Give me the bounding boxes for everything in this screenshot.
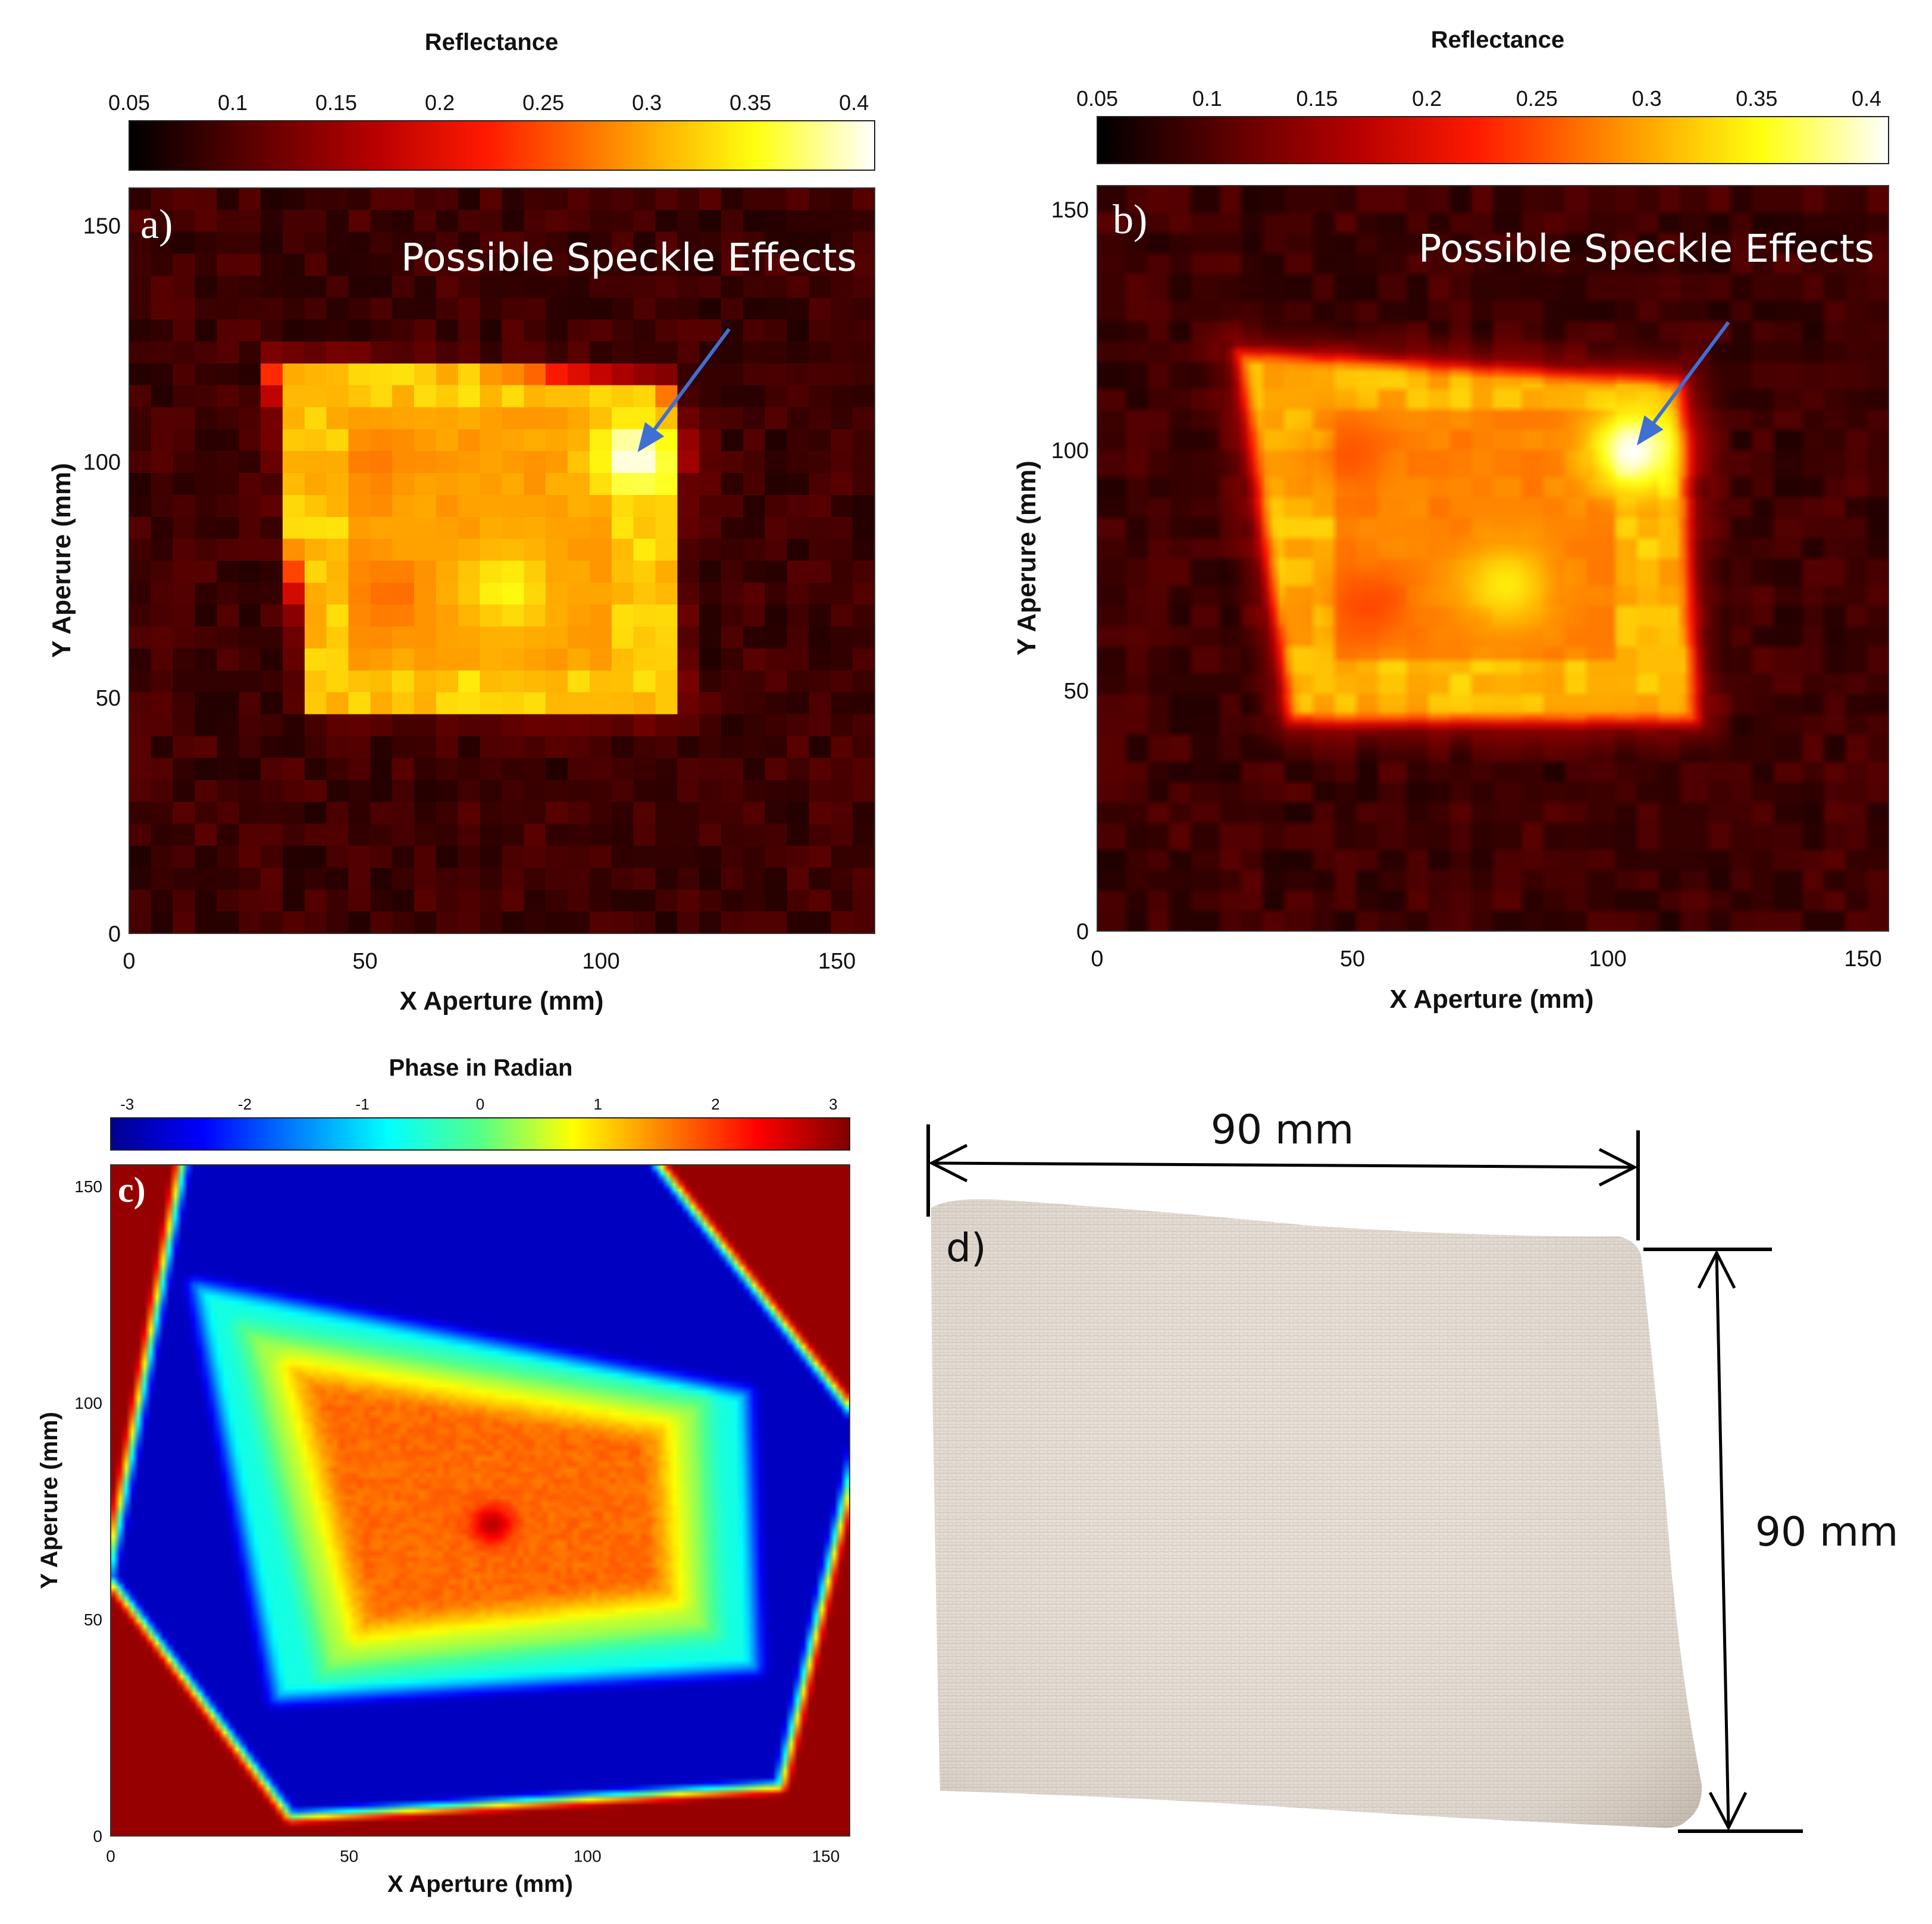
panel-a-colorbar-gradient bbox=[129, 120, 875, 171]
panel-a-ytick-label: 0 bbox=[108, 922, 121, 947]
panel-a-colorbar-tick-label: 0.15 bbox=[315, 90, 357, 115]
panel-b-axis-ticks: 0 50 100 150 0 50 100 150 bbox=[1051, 198, 1882, 972]
height-dimension-marker bbox=[1643, 1248, 1803, 1833]
panel-b-ytick-label: 50 bbox=[1064, 679, 1089, 704]
panel-c-ytick-label: 150 bbox=[74, 1177, 102, 1196]
panel-d: d) 90 mm 90 mm bbox=[926, 1107, 1899, 1833]
panel-c-colorbar-tick-label: -1 bbox=[356, 1095, 370, 1113]
panel-b-xtick-label: 100 bbox=[1589, 947, 1626, 972]
panel-c-colorbar: -3 -2 -1 0 1 2 3 bbox=[110, 1095, 850, 1151]
panel-b-annotation-arrow bbox=[1636, 321, 1730, 446]
panel-a-ytick-label: 150 bbox=[83, 214, 121, 239]
panel-b-ytick-label: 100 bbox=[1051, 438, 1089, 463]
panel-b-colorbar-tick-label: 0.05 bbox=[1076, 86, 1118, 111]
panel-a-ytick-label: 100 bbox=[83, 450, 121, 475]
panel-c-colorbar-tick-label: 0 bbox=[476, 1095, 484, 1113]
panel-b-label: b) bbox=[1113, 197, 1147, 243]
gauze-photo bbox=[931, 1199, 1702, 1828]
panel-b-colorbar-tick-label: 0.1 bbox=[1192, 86, 1222, 111]
panel-c: Phase in Radian -3 -2 -1 0 1 2 3 0 50 100 150 0 50 1… bbox=[36, 1055, 850, 1897]
panel-b: Reflectance 0.05 0.1 0.15 0.2 0.25 0.3 0.35 0.4… bbox=[1012, 27, 1889, 1014]
panel-b-colorbar-tick-label: 0.2 bbox=[1412, 86, 1442, 111]
panel-a-ylabel: Y Aperure (mm) bbox=[47, 463, 76, 658]
panel-c-ytick-label: 0 bbox=[93, 1827, 102, 1845]
panel-a-label: a) bbox=[140, 202, 173, 247]
panel-b-colorbar-ticks: 0.05 0.1 0.15 0.2 0.25 0.3 0.35 0.4 bbox=[1076, 86, 1881, 111]
panel-a-colorbar-tick-label: 0.1 bbox=[218, 90, 248, 115]
panel-a-colorbar: 0.05 0.1 0.15 0.2 0.25 0.3 0.35 0.4 bbox=[108, 90, 875, 171]
panel-c-xtick-label: 150 bbox=[812, 1847, 840, 1865]
panel-a-colorbar-tick-label: 0.2 bbox=[425, 90, 455, 115]
panel-b-ytick-label: 150 bbox=[1051, 198, 1089, 223]
gauze-shading bbox=[931, 1199, 1702, 1828]
panel-a-frame bbox=[129, 187, 875, 934]
panel-b-colorbar-tick-label: 0.25 bbox=[1516, 86, 1558, 111]
panel-a-annotation-arrow bbox=[637, 328, 731, 453]
panel-c-colorbar-title: Phase in Radian bbox=[389, 1055, 573, 1081]
panel-a-heatmap bbox=[129, 188, 875, 933]
panel-a-xtick-label: 0 bbox=[123, 949, 135, 974]
panel-d-label: d) bbox=[946, 1225, 987, 1271]
panel-c-colorbar-tick-label: 1 bbox=[594, 1095, 602, 1113]
panel-c-label: c) bbox=[118, 1170, 146, 1209]
panel-c-ytick-label: 50 bbox=[84, 1610, 102, 1629]
panel-c-ytick-label: 100 bbox=[74, 1394, 102, 1412]
panel-a-xtick-label: 100 bbox=[582, 949, 619, 974]
panel-b-xtick-label: 0 bbox=[1091, 947, 1103, 972]
panel-b-ylabel: Y Aperure (mm) bbox=[1012, 460, 1041, 656]
panel-b-annotation: Possible Speckle Effects bbox=[1419, 227, 1874, 271]
width-dimension-label: 90 mm bbox=[1211, 1107, 1354, 1154]
panel-b-ytick-label: 0 bbox=[1076, 919, 1089, 944]
panel-c-xtick-label: 100 bbox=[574, 1847, 602, 1865]
panel-a-xtick-label: 150 bbox=[818, 949, 856, 974]
panel-b-colorbar: 0.05 0.1 0.15 0.2 0.25 0.3 0.35 0.4 bbox=[1076, 86, 1889, 164]
panel-b-frame bbox=[1097, 185, 1889, 932]
panel-b-heatmap bbox=[1097, 186, 1889, 931]
panel-a: Reflectance 0.05 0.1 0.15 0.2 0.25 0.3 0.35 0.4… bbox=[47, 29, 875, 1016]
panel-a-colorbar-tick-label: 0.3 bbox=[632, 90, 662, 115]
panel-a-colorbar-tick-label: 0.35 bbox=[729, 90, 771, 115]
panel-a-colorbar-tick-label: 0.05 bbox=[108, 90, 150, 115]
panel-c-axis-ticks: 0 50 100 150 0 50 100 150 bbox=[74, 1177, 840, 1865]
panel-a-colorbar-title: Reflectance bbox=[425, 29, 559, 55]
panel-a-xlabel: X Aperture (mm) bbox=[399, 986, 603, 1016]
panel-a-xtick-label: 50 bbox=[352, 949, 377, 974]
panel-a-colorbar-ticks: 0.05 0.1 0.15 0.2 0.25 0.3 0.35 0.4 bbox=[108, 90, 869, 115]
panel-c-ylabel: Y Aperure (mm) bbox=[36, 1412, 62, 1589]
panel-a-axis-ticks: 0 50 100 150 0 50 100 150 bbox=[83, 214, 856, 974]
panel-a-colorbar-tick-label: 0.4 bbox=[839, 90, 869, 115]
panel-b-xtick-label: 50 bbox=[1340, 947, 1365, 972]
panel-c-colorbar-tick-label: -2 bbox=[238, 1095, 252, 1113]
panel-b-colorbar-tick-label: 0.3 bbox=[1632, 86, 1662, 111]
panel-b-xtick-label: 150 bbox=[1844, 947, 1881, 972]
panel-c-xtick-label: 50 bbox=[340, 1847, 358, 1865]
panel-c-heatmap bbox=[111, 1165, 850, 1836]
height-dimension-label: 90 mm bbox=[1755, 1509, 1899, 1556]
panel-c-xtick-label: 0 bbox=[106, 1847, 115, 1865]
panel-c-colorbar-tick-label: 3 bbox=[829, 1095, 837, 1113]
panel-a-ytick-label: 50 bbox=[96, 686, 121, 711]
width-dimension-marker bbox=[926, 1124, 1640, 1240]
panel-c-colorbar-ticks: -3 -2 -1 0 1 2 3 bbox=[120, 1095, 837, 1113]
panel-c-colorbar-gradient bbox=[110, 1117, 850, 1151]
panel-c-frame bbox=[110, 1164, 850, 1837]
panel-c-colorbar-tick-label: 2 bbox=[711, 1095, 719, 1113]
panel-c-xlabel: X Aperture (mm) bbox=[387, 1871, 573, 1897]
panel-a-colorbar-tick-label: 0.25 bbox=[522, 90, 564, 115]
panel-b-colorbar-tick-label: 0.15 bbox=[1296, 86, 1338, 111]
panel-b-colorbar-tick-label: 0.4 bbox=[1852, 86, 1881, 111]
panel-b-xlabel: X Aperture (mm) bbox=[1389, 985, 1593, 1014]
panel-b-colorbar-title: Reflectance bbox=[1431, 27, 1565, 53]
panel-a-annotation: Possible Speckle Effects bbox=[401, 236, 857, 280]
panel-b-colorbar-gradient bbox=[1097, 116, 1889, 164]
panel-c-colorbar-tick-label: -3 bbox=[120, 1095, 134, 1113]
panel-b-colorbar-tick-label: 0.35 bbox=[1736, 86, 1777, 111]
